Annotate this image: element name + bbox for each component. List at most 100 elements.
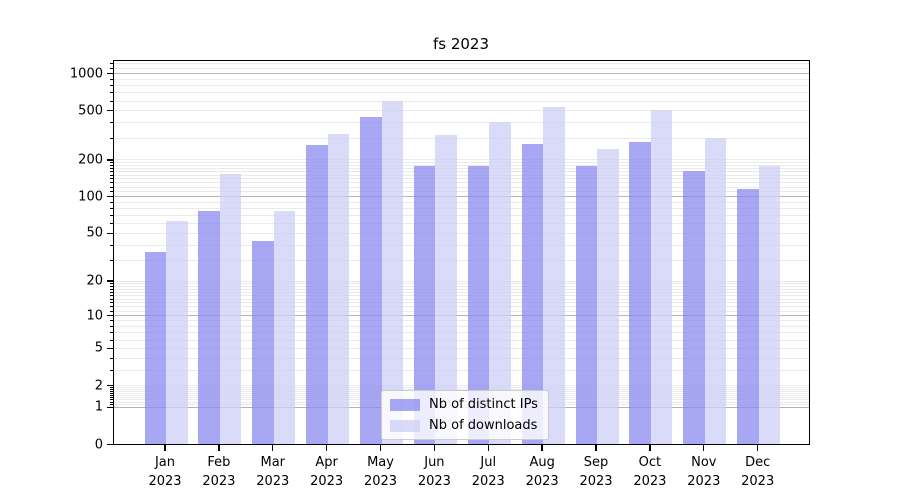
y-minor-tick-mark: [109, 137, 113, 139]
bar-nb-of-downloads-aug-2023: [543, 106, 565, 444]
y-minor-tick-mark: [109, 369, 113, 371]
y-tick-mark: [107, 315, 113, 317]
x-tick-label: Nov 2023: [687, 454, 721, 489]
x-tick-mark: [325, 444, 328, 451]
gridline-minor: [114, 162, 809, 164]
gridline-minor: [114, 283, 809, 285]
gridline-minor: [114, 320, 809, 322]
bar-nb-of-distinct-ips-aug-2023: [521, 143, 544, 444]
y-minor-tick-mark: [109, 174, 113, 176]
y-tick-label: 50: [86, 225, 103, 241]
gridline-minor: [114, 232, 809, 234]
bar-nb-of-distinct-ips-feb-2023: [198, 210, 220, 444]
gridline-minor: [114, 100, 809, 102]
bar-nb-of-downloads-mar-2023: [273, 210, 296, 444]
y-minor-tick-mark: [109, 208, 113, 210]
y-minor-tick-mark: [109, 215, 113, 217]
gridline-minor: [114, 174, 809, 176]
legend-item-downloads: Nb of downloads: [390, 418, 538, 433]
x-tick-mark: [379, 444, 382, 451]
bar-nb-of-downloads-dec-2023: [758, 166, 781, 444]
gridline-minor: [114, 385, 809, 387]
gridline-minor: [114, 171, 809, 173]
y-minor-tick-mark: [109, 63, 113, 65]
y-minor-tick-mark: [109, 283, 113, 285]
gridline-minor: [114, 347, 809, 349]
y-minor-tick-mark: [109, 386, 113, 388]
bar-nb-of-distinct-ips-sep-2023: [575, 166, 598, 444]
y-minor-tick-mark: [109, 392, 113, 394]
gridline-major: [114, 73, 809, 75]
plot-area: Nb of distinct IPs Nb of downloads: [113, 60, 810, 445]
y-minor-tick-mark: [109, 302, 113, 304]
gridline-minor: [114, 168, 809, 169]
y-minor-tick-mark: [109, 399, 113, 401]
bar-nb-of-downloads-apr-2023: [327, 134, 350, 444]
gridline-minor: [114, 92, 809, 94]
y-tick-label: 0: [94, 437, 103, 452]
y-tick-mark: [107, 196, 113, 198]
y-tick-label: 10: [86, 308, 103, 324]
chart-title: fs 2023: [432, 35, 490, 53]
y-minor-tick-mark: [109, 326, 113, 328]
y-tick-label: 20: [86, 273, 103, 289]
y-minor-tick-mark: [109, 388, 113, 390]
y-minor-tick-mark: [109, 259, 113, 261]
x-tick-label: Jul 2023: [471, 454, 505, 489]
legend-label-downloads: Nb of downloads: [429, 418, 538, 433]
gridline-minor: [114, 306, 809, 308]
gridline-minor: [114, 244, 809, 246]
bar-nb-of-downloads-jan-2023: [166, 220, 188, 444]
gridline-minor: [114, 110, 809, 112]
x-tick-mark: [595, 444, 597, 451]
gridline-minor: [114, 302, 809, 304]
y-minor-tick-mark: [109, 223, 113, 225]
x-tick-mark: [649, 444, 651, 451]
y-tick-mark: [107, 347, 113, 349]
y-minor-tick-mark: [109, 186, 113, 188]
y-tick-label: 2: [94, 378, 103, 394]
y-minor-tick-mark: [109, 291, 113, 293]
gridline-minor: [114, 223, 809, 225]
y-minor-tick-mark: [109, 100, 113, 102]
y-tick-mark: [107, 406, 113, 408]
gridline-minor: [114, 332, 809, 334]
legend: Nb of distinct IPs Nb of downloads: [381, 390, 549, 440]
gridline-minor: [114, 285, 809, 287]
y-minor-tick-mark: [109, 401, 113, 403]
gridline-minor: [114, 388, 809, 390]
y-tick-mark: [107, 384, 113, 387]
gridline-major: [114, 196, 809, 198]
x-tick-label: Mar 2023: [256, 454, 290, 489]
y-minor-tick-mark: [109, 164, 113, 166]
bar-nb-of-downloads-oct-2023: [650, 109, 673, 444]
y-minor-tick-mark: [109, 295, 113, 297]
bar-nb-of-distinct-ips-jun-2023: [413, 166, 436, 444]
y-minor-tick-mark: [109, 191, 113, 193]
y-tick-label: 5: [94, 340, 103, 356]
bar-nb-of-downloads-may-2023: [381, 100, 404, 444]
y-minor-tick-mark: [109, 285, 113, 287]
y-minor-tick-mark: [109, 244, 113, 246]
bar-nb-of-distinct-ips-mar-2023: [252, 241, 274, 444]
y-minor-tick-mark: [109, 92, 113, 94]
gridline-minor: [114, 291, 809, 293]
y-minor-tick-mark: [109, 178, 113, 180]
y-tick-label: 500: [78, 103, 103, 119]
y-minor-tick-mark: [109, 78, 113, 80]
gridline-minor: [114, 326, 809, 328]
gridline-minor: [114, 182, 809, 184]
gridline-minor: [114, 369, 809, 371]
y-minor-tick-mark: [109, 320, 113, 322]
x-tick-mark: [433, 444, 436, 451]
bar-nb-of-downloads-sep-2023: [597, 148, 619, 444]
x-tick-label: May 2023: [363, 454, 398, 489]
y-minor-tick-mark: [109, 404, 113, 406]
x-tick-label: Jun 2023: [417, 454, 451, 489]
gridline-major: [114, 315, 809, 317]
x-tick-mark: [541, 444, 543, 451]
gridline-minor: [114, 259, 809, 261]
gridline-minor: [114, 122, 809, 124]
y-minor-tick-mark: [109, 288, 113, 290]
